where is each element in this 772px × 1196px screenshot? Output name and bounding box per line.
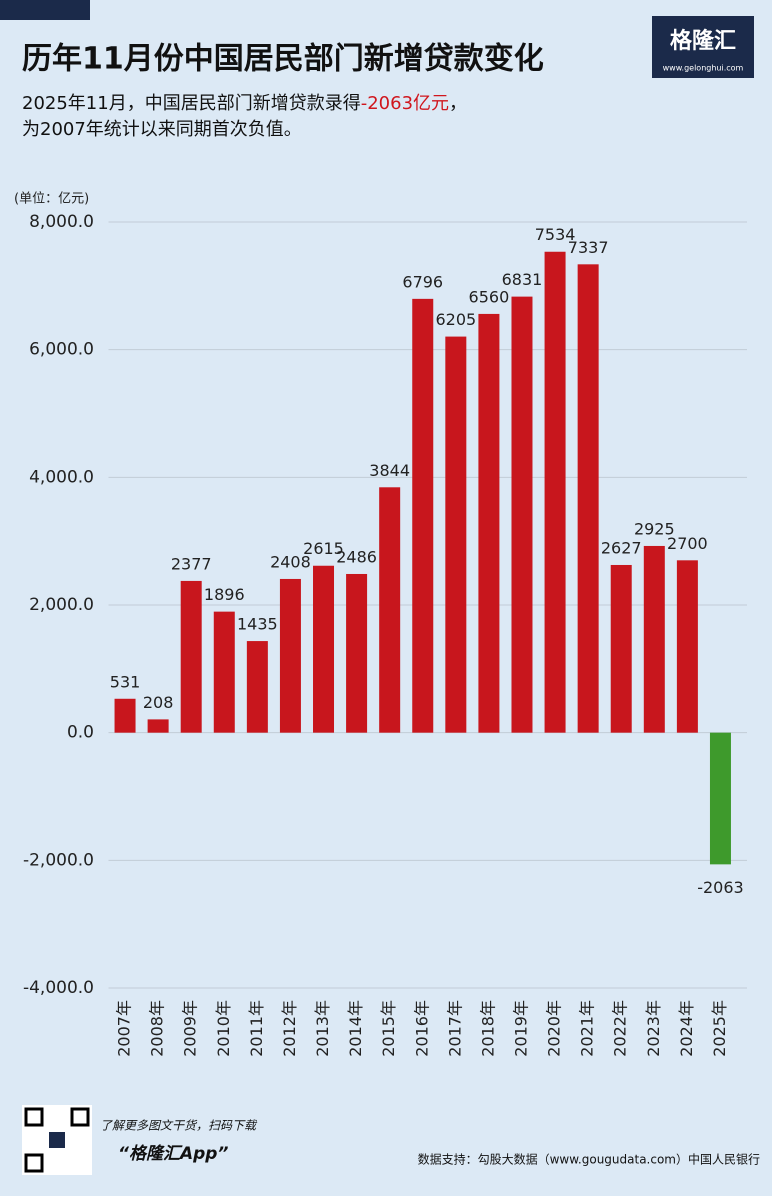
bar — [246, 641, 268, 733]
data-label: 6205 — [435, 310, 476, 329]
x-tick-label: 2024年 — [677, 1000, 696, 1057]
qr-code — [22, 1105, 92, 1175]
data-label: 6796 — [402, 272, 443, 291]
subtitle-part: 2025年11月，中国居民部门新增贷款录得 — [22, 93, 361, 114]
data-label: 2408 — [270, 552, 311, 571]
qr-logo — [49, 1132, 65, 1148]
data-label: 1896 — [204, 585, 245, 604]
bar — [643, 545, 665, 733]
bar — [346, 573, 368, 733]
bar — [180, 580, 202, 733]
y-axis-label: (单位：亿元) — [14, 192, 89, 207]
x-tick-label: 2011年 — [247, 1000, 266, 1057]
data-label: 6560 — [469, 287, 510, 306]
bar — [147, 719, 169, 733]
x-tick-label: 2019年 — [511, 1000, 530, 1057]
x-tick-label: 2012年 — [280, 1000, 299, 1057]
y-tick-label: 2,000.0 — [29, 595, 94, 615]
y-tick-label: -4,000.0 — [23, 978, 94, 998]
data-label: 7337 — [568, 238, 609, 257]
subtitle: 2025年11月，中国居民部门新增贷款录得-2063亿元， — [22, 93, 467, 114]
footer-app: “格隆汇App” — [118, 1144, 228, 1164]
corner-block — [0, 0, 90, 20]
subtitle-highlight: -2063亿元 — [361, 93, 449, 114]
data-label: 531 — [110, 672, 141, 691]
x-tick-label: 2008年 — [148, 1000, 167, 1057]
x-tick-label: 2010年 — [214, 1000, 233, 1057]
x-tick-label: 2013年 — [313, 1000, 332, 1057]
qr-corner — [24, 1153, 44, 1173]
bar — [279, 578, 301, 733]
logo-box — [652, 16, 754, 78]
x-tick-label: 2015年 — [379, 1000, 398, 1057]
x-tick-label: 2023年 — [644, 1000, 663, 1057]
bar — [610, 564, 632, 733]
data-label: -2063 — [697, 878, 744, 897]
bar — [114, 698, 136, 733]
subtitle-line2: 为2007年统计以来同期首次负值。 — [22, 119, 302, 140]
data-label: 3844 — [369, 461, 410, 480]
bar — [412, 298, 434, 733]
data-label: 2486 — [336, 547, 377, 566]
bar — [511, 296, 533, 733]
bar — [213, 611, 235, 733]
x-tick-label: 2021年 — [578, 1000, 597, 1057]
x-tick-label: 2018年 — [478, 1000, 497, 1057]
data-label: 2615 — [303, 539, 344, 558]
subtitle-part: ， — [449, 93, 467, 114]
bar — [544, 251, 566, 733]
footer-source: 数据支持：勾股大数据（www.gougudata.com）中国人民银行 — [418, 1152, 760, 1167]
logo-url: www.gelonghui.com — [663, 64, 744, 73]
x-tick-label: 2009年 — [181, 1000, 200, 1057]
chart-title: 历年11月份中国居民部门新增贷款变化 — [22, 42, 544, 77]
bar — [379, 487, 401, 733]
data-label: 2377 — [171, 554, 212, 573]
bar — [709, 732, 731, 865]
y-tick-label: 8,000.0 — [29, 212, 94, 232]
x-tick-label: 2020年 — [545, 1000, 564, 1057]
bar — [478, 313, 500, 733]
x-tick-label: 2016年 — [412, 1000, 431, 1057]
x-tick-label: 2017年 — [445, 1000, 464, 1057]
x-tick-label: 2007年 — [115, 1000, 134, 1057]
data-label: 2627 — [601, 538, 642, 557]
data-label: 208 — [143, 693, 174, 712]
bar — [577, 264, 599, 733]
data-label: 2700 — [667, 534, 708, 553]
x-tick-label: 2022年 — [611, 1000, 630, 1057]
qr-corner — [70, 1107, 90, 1127]
data-label: 1435 — [237, 615, 278, 634]
qr-corner — [24, 1107, 44, 1127]
footer-promo: 了解更多图文干货，扫码下载 — [100, 1119, 258, 1133]
y-tick-label: 4,000.0 — [29, 467, 94, 487]
bar — [445, 336, 467, 733]
bar — [313, 565, 335, 733]
x-tick-label: 2014年 — [346, 1000, 365, 1057]
data-label: 6831 — [502, 270, 543, 289]
data-label: 7534 — [535, 225, 576, 244]
y-tick-label: 6,000.0 — [29, 340, 94, 360]
y-tick-label: 0.0 — [67, 723, 94, 743]
x-tick-label: 2025年 — [710, 1000, 729, 1057]
y-tick-label: -2,000.0 — [23, 850, 94, 870]
bar — [676, 560, 698, 733]
logo-name: 格隆汇 — [670, 28, 736, 54]
data-label: 2925 — [634, 519, 675, 538]
